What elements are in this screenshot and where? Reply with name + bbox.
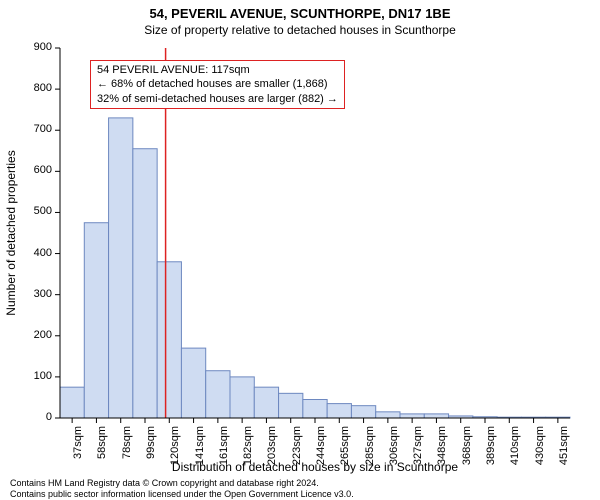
y-tick: 300 (0, 288, 52, 300)
y-tick: 700 (0, 123, 52, 135)
x-axis-label: Distribution of detached houses by size … (60, 460, 570, 474)
footer-line1: Contains HM Land Registry data © Crown c… (10, 478, 590, 489)
y-tick: 600 (0, 164, 52, 176)
y-tick: 900 (0, 41, 52, 53)
annotation-box: 54 PEVERIL AVENUE: 117sqm ← 68% of detac… (90, 60, 345, 109)
annotation-line2: ← 68% of detached houses are smaller (1,… (97, 77, 338, 91)
y-tick: 500 (0, 205, 52, 217)
y-tick: 800 (0, 82, 52, 94)
annotation-line3: 32% of semi-detached houses are larger (… (97, 92, 338, 106)
y-axis-label: Number of detached properties (4, 48, 20, 418)
page-subtitle: Size of property relative to detached ho… (0, 21, 600, 41)
chart-container: 54, PEVERIL AVENUE, SCUNTHORPE, DN17 1BE… (0, 0, 600, 500)
y-tick: 100 (0, 370, 52, 382)
annotation-line1: 54 PEVERIL AVENUE: 117sqm (97, 63, 338, 77)
footer: Contains HM Land Registry data © Crown c… (10, 478, 590, 500)
page-title: 54, PEVERIL AVENUE, SCUNTHORPE, DN17 1BE (0, 0, 600, 21)
y-tick: 400 (0, 247, 52, 259)
y-tick: 200 (0, 329, 52, 341)
footer-line2: Contains public sector information licen… (10, 489, 590, 500)
y-tick: 0 (0, 411, 52, 423)
